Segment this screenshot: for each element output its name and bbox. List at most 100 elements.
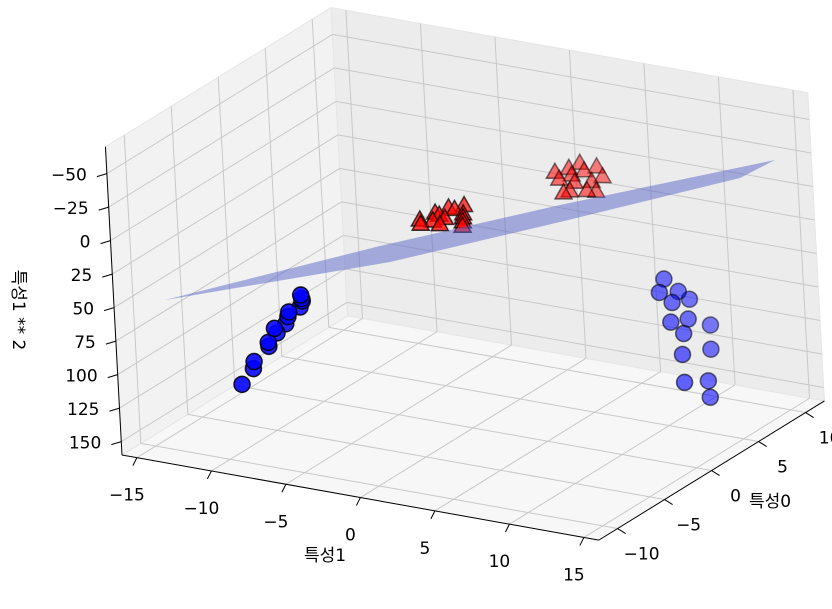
grid-line — [583, 397, 810, 538]
x-axis-label: 특성0 — [749, 492, 791, 512]
grid-line — [344, 268, 822, 355]
point — [674, 324, 693, 343]
grid-line — [360, 357, 587, 498]
x-tick — [617, 528, 626, 534]
grid-line — [115, 201, 342, 342]
y-tick — [355, 497, 361, 506]
point — [577, 180, 597, 198]
y-tick-label: 15 — [563, 565, 585, 585]
x-tick-label: 5 — [777, 458, 788, 478]
point — [673, 345, 692, 364]
grid-line — [311, 19, 330, 328]
grid-line — [121, 301, 348, 443]
y-tick — [579, 537, 585, 546]
decision-plane — [165, 160, 775, 300]
grid-line — [792, 90, 810, 399]
grid-line — [264, 48, 283, 357]
grid-line — [117, 234, 344, 376]
z-tick — [107, 374, 118, 379]
x-tick-label: −5 — [676, 516, 701, 536]
x-tick-label: 10 — [819, 429, 832, 449]
point — [265, 319, 284, 338]
point — [549, 168, 570, 186]
panes — [104, 6, 826, 541]
grid-line — [110, 100, 337, 242]
point — [574, 160, 594, 178]
grid-line — [217, 77, 236, 386]
point — [650, 283, 669, 302]
y-tick-label: −5 — [263, 512, 288, 532]
grid-line — [509, 384, 736, 525]
point — [662, 313, 680, 331]
point — [586, 156, 607, 174]
x-tick — [711, 470, 720, 476]
z-axis-line — [104, 146, 123, 456]
z-tick — [103, 307, 115, 312]
point — [279, 303, 298, 321]
grid-line — [346, 301, 824, 389]
y-tick-label: −10 — [183, 499, 219, 519]
x-tick — [664, 499, 673, 505]
point — [245, 352, 263, 371]
y-tick-label: −15 — [109, 486, 145, 506]
point — [592, 166, 613, 184]
y-tick-label: 0 — [345, 526, 356, 546]
point — [679, 310, 697, 328]
z-tick-label: 100 — [65, 367, 97, 387]
grid-line — [334, 67, 812, 154]
grid-line — [113, 167, 340, 309]
y-axis-label: 특성1 — [304, 546, 346, 566]
axes: −10−50510−15−10−5051015−50−2502550751001… — [51, 146, 832, 585]
z-tick — [111, 441, 122, 446]
z-tick-label: 150 — [69, 434, 101, 454]
grid-line — [332, 33, 810, 121]
point — [233, 375, 251, 394]
point — [410, 213, 431, 232]
point — [663, 293, 681, 312]
grid-line — [106, 33, 333, 175]
grid-line — [643, 63, 661, 372]
y-tick — [132, 457, 138, 466]
z-tick-label: 0 — [80, 233, 91, 253]
point — [702, 340, 720, 358]
grid-line — [170, 106, 189, 415]
y-tick-label: 10 — [489, 552, 511, 572]
points-front — [233, 270, 720, 407]
z-tick-label: −25 — [53, 199, 89, 219]
grid-line — [494, 36, 512, 346]
z-tick-label: 75 — [74, 333, 96, 353]
z-tick — [96, 173, 108, 178]
z-tick-label: −50 — [51, 166, 87, 186]
point — [701, 316, 720, 334]
x-axis-line — [598, 400, 825, 541]
x-tick — [805, 412, 814, 418]
grid-line — [108, 67, 335, 208]
grid-line — [123, 135, 142, 444]
z-axis-label: 특성1 ** 2 — [8, 270, 28, 351]
x-tick-label: 0 — [730, 487, 741, 507]
z-tick-label: 50 — [72, 300, 94, 320]
grid-line — [211, 331, 438, 472]
point — [553, 182, 574, 200]
z-tick — [109, 407, 120, 412]
point — [291, 286, 310, 304]
grid-line — [112, 134, 339, 275]
z-tick — [102, 273, 113, 278]
y-tick — [430, 510, 436, 520]
x-tick — [758, 441, 767, 447]
point — [675, 373, 694, 392]
grid-line — [434, 371, 661, 512]
z-tick — [105, 340, 117, 345]
y-tick — [206, 470, 212, 480]
x-tick-label: −10 — [624, 545, 660, 565]
points-back — [410, 152, 613, 234]
grid-line — [285, 344, 512, 485]
z-tick-label: 25 — [71, 266, 93, 286]
point — [430, 214, 450, 232]
z-tick — [98, 206, 109, 211]
point — [699, 372, 718, 390]
y-axis-line — [121, 454, 599, 541]
point — [701, 388, 720, 407]
